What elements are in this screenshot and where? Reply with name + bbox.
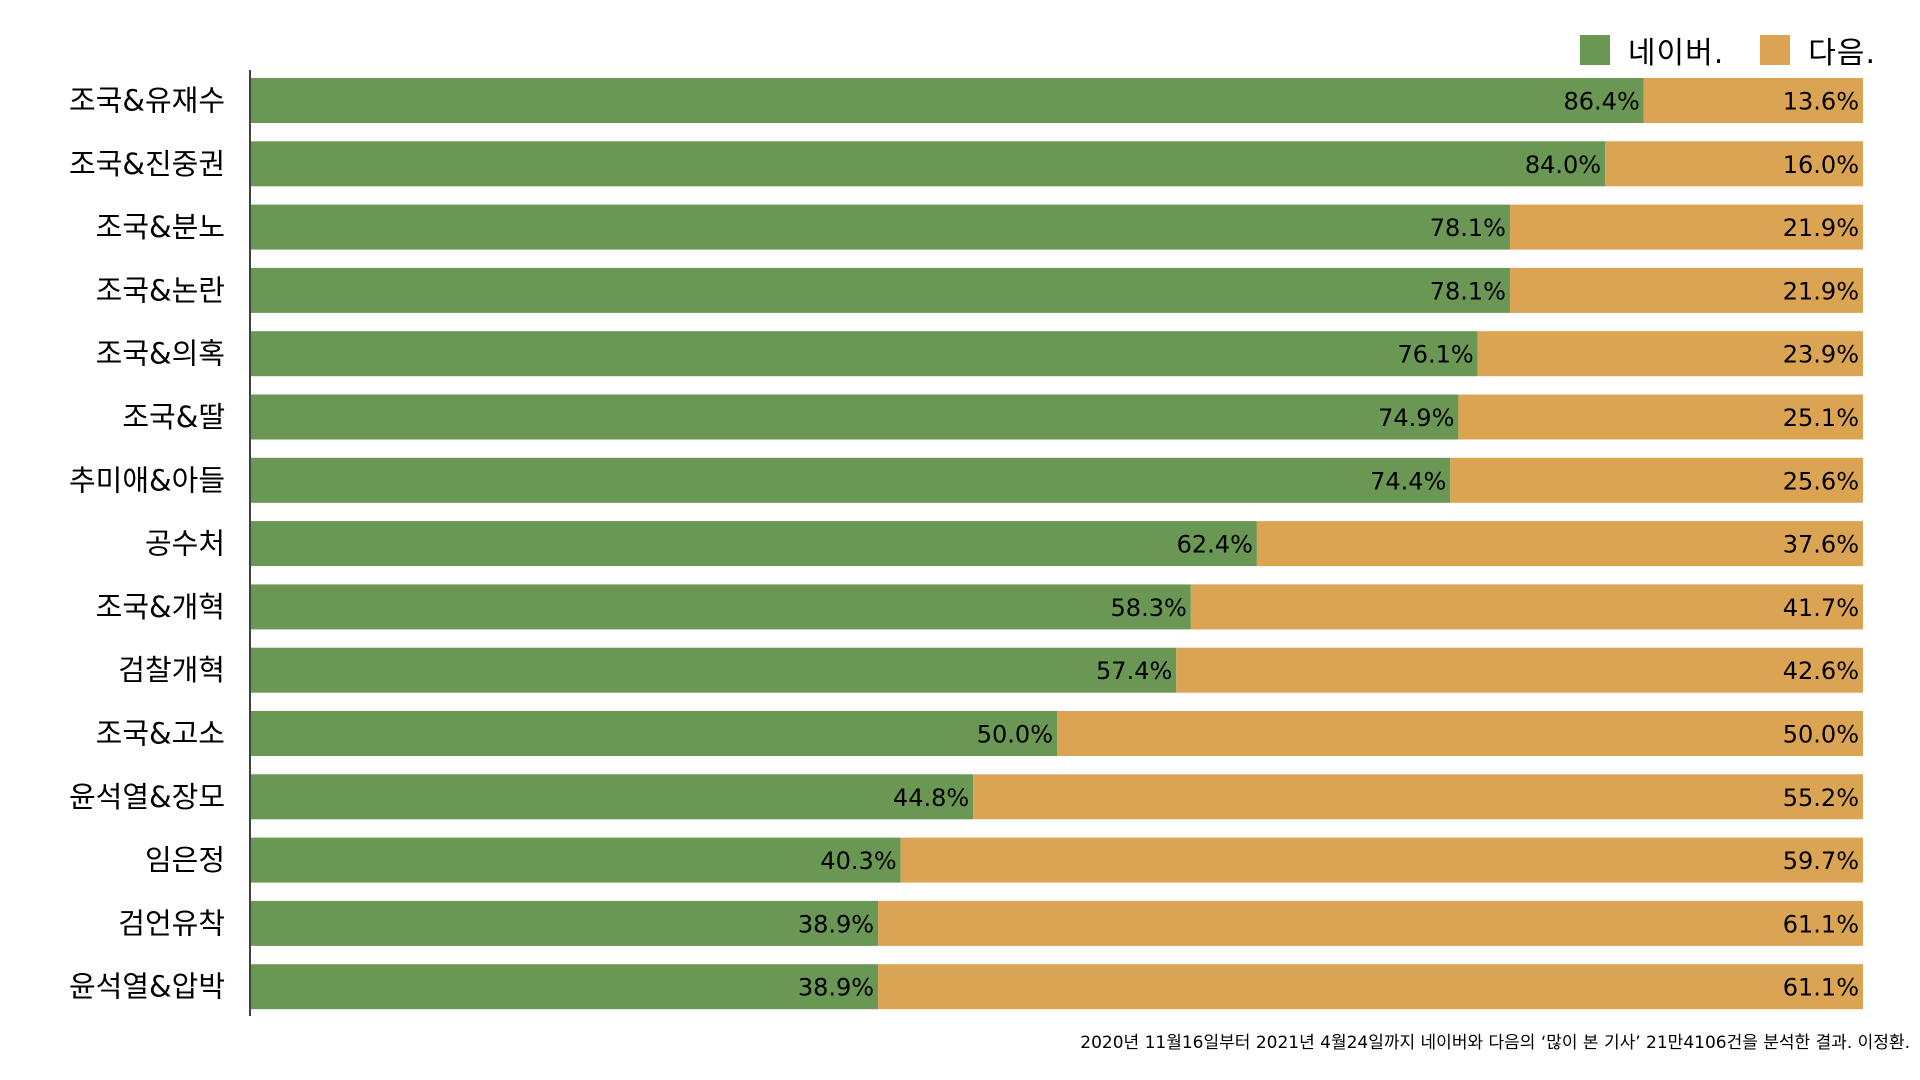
bar-daum <box>1509 204 1863 250</box>
bar-daum <box>1605 141 1863 187</box>
data-label-daum: 23.9% <box>1783 341 1859 369</box>
legend-label-daum: 다음. <box>1808 36 1876 71</box>
category-label: 추미애&아들 <box>69 463 225 497</box>
bar-daum <box>878 900 1863 946</box>
bar-naver <box>251 141 1606 187</box>
category-label: 조국&분노 <box>96 210 225 244</box>
category-label: 윤석열&압박 <box>69 970 225 1004</box>
bar-naver <box>251 394 1459 440</box>
bar-naver <box>251 837 901 883</box>
data-label-naver: 78.1% <box>1430 214 1506 242</box>
data-label-naver: 76.1% <box>1397 341 1473 369</box>
data-label-daum: 25.6% <box>1783 467 1859 495</box>
data-label-naver: 78.1% <box>1430 277 1506 305</box>
legend-label-naver: 네이버. <box>1627 36 1725 71</box>
category-label: 검언유착 <box>118 906 225 940</box>
data-label-naver: 86.4% <box>1564 88 1640 116</box>
legend: 네이버. 다음. <box>1544 28 1876 72</box>
bar-daum <box>1458 394 1863 440</box>
category-label: 조국&고소 <box>96 717 225 751</box>
data-label-naver: 57.4% <box>1096 657 1172 685</box>
data-label-daum: 41.7% <box>1783 594 1859 622</box>
data-label-naver: 40.3% <box>820 847 896 875</box>
category-label: 공수처 <box>145 527 225 561</box>
category-label: 조국&딸 <box>122 400 225 434</box>
bar-naver <box>251 647 1177 693</box>
data-label-naver: 84.0% <box>1525 151 1601 179</box>
category-label: 조국&논란 <box>96 273 225 307</box>
data-label-daum: 21.9% <box>1783 214 1859 242</box>
legend-item-naver: 네이버. <box>1579 28 1725 72</box>
data-label-naver: 74.4% <box>1370 467 1446 495</box>
data-label-daum: 25.1% <box>1783 404 1859 432</box>
source-note: 2020년 11월16일부터 2021년 4월24일까지 네이버와 다음의 ‘많… <box>1080 1033 1910 1053</box>
category-label: 조국&개혁 <box>96 590 225 624</box>
data-label-daum: 50.0% <box>1783 721 1859 749</box>
data-label-daum: 59.7% <box>1783 847 1859 875</box>
bar-daum <box>1477 331 1863 377</box>
bar-naver <box>251 78 1644 123</box>
bar-daum <box>1509 267 1863 313</box>
data-label-naver: 50.0% <box>977 721 1053 749</box>
bar-daum <box>1450 457 1863 503</box>
data-label-daum: 42.6% <box>1783 657 1859 685</box>
bar-naver <box>251 521 1257 567</box>
bar-naver <box>251 457 1451 503</box>
data-label-daum: 13.6% <box>1783 88 1859 116</box>
category-label: 검찰개혁 <box>118 653 225 687</box>
bar-naver <box>251 711 1057 756</box>
data-label-naver: 58.3% <box>1111 594 1187 622</box>
data-label-daum: 16.0% <box>1783 151 1859 179</box>
data-label-daum: 61.1% <box>1783 974 1859 1002</box>
category-label: 임은정 <box>145 843 225 877</box>
bar-daum <box>1176 647 1863 693</box>
category-label: 윤석열&장모 <box>69 780 225 814</box>
data-label-daum: 61.1% <box>1783 910 1859 938</box>
bar-naver <box>251 584 1191 630</box>
bar-daum <box>1643 78 1863 123</box>
legend-item-daum: 다음. <box>1760 28 1876 72</box>
data-label-daum: 37.6% <box>1783 531 1859 559</box>
bar-daum <box>900 837 1863 883</box>
bar-naver <box>251 204 1510 250</box>
bar-naver <box>251 900 879 946</box>
bar-daum <box>1190 584 1863 630</box>
bar-daum <box>973 774 1863 820</box>
bar-naver <box>251 331 1478 377</box>
data-label-daum: 55.2% <box>1783 784 1859 812</box>
data-label-naver: 38.9% <box>798 910 874 938</box>
data-label-daum: 21.9% <box>1783 277 1859 305</box>
category-label: 조국&진중권 <box>69 147 225 181</box>
bar-daum <box>1256 521 1863 567</box>
data-label-naver: 44.8% <box>893 784 969 812</box>
bar-naver <box>251 964 879 1010</box>
legend-swatch-daum <box>1760 35 1791 65</box>
data-label-naver: 38.9% <box>798 974 874 1002</box>
bar-naver <box>251 267 1510 313</box>
data-label-naver: 62.4% <box>1177 531 1253 559</box>
legend-swatch-naver <box>1579 35 1610 65</box>
category-label: 조국&의혹 <box>96 337 225 371</box>
data-label-naver: 74.9% <box>1378 404 1454 432</box>
bar-daum <box>1057 711 1863 756</box>
bar-naver <box>251 774 974 820</box>
bar-daum <box>878 964 1863 1010</box>
category-label: 조국&유재수 <box>69 84 225 118</box>
